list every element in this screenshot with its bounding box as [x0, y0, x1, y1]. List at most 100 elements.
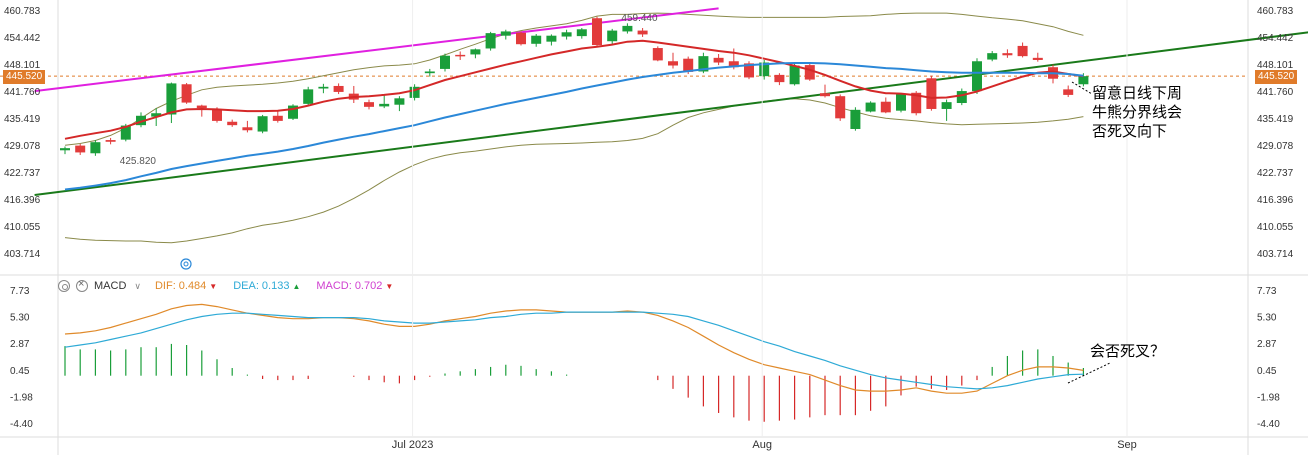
- candle-body: [1032, 57, 1043, 60]
- moving-averages: [64, 39, 1084, 191]
- dea-legend: DEA: 0.133 ▲: [233, 280, 300, 292]
- candle-body: [181, 84, 192, 103]
- candle-body: [455, 54, 466, 57]
- dif-label: DIF:: [154, 280, 176, 292]
- arrow-up-icon: ▲: [292, 281, 301, 291]
- price-tick-label-right: 429.078: [1257, 141, 1294, 152]
- low-marker-icon: [180, 258, 192, 270]
- candle-body: [1002, 53, 1013, 56]
- candle-body: [196, 105, 207, 109]
- candle-body: [926, 78, 937, 109]
- price-tick-label-left: 403.714: [4, 249, 41, 260]
- candle-body: [394, 98, 405, 105]
- candle-body: [212, 108, 222, 121]
- x-tick-label: Sep: [1117, 439, 1137, 451]
- macd-tick-label-left: 7.73: [10, 286, 30, 297]
- price-tick-label-right: 410.055: [1257, 222, 1294, 233]
- candle-body: [804, 65, 815, 80]
- macd-annotation: 会否死叉？: [1090, 342, 1165, 360]
- candle-body: [759, 62, 770, 77]
- candle-body: [880, 101, 891, 113]
- candle-body: [987, 53, 998, 60]
- price-tick-label-right: 416.396: [1257, 195, 1294, 206]
- x-tick-label: Aug: [752, 439, 772, 451]
- candle-body: [744, 63, 754, 78]
- price-tick-label-right: 422.737: [1257, 168, 1294, 179]
- candle-body: [303, 89, 314, 104]
- macd-lines: [64, 303, 1084, 394]
- macd-tick-label-right: 5.30: [1257, 313, 1277, 324]
- macd-axis: 7.73 7.73 5.30 5.30 2.87 2.87 0.45 0.45 -1.98 -1.…: [10, 286, 1280, 430]
- candle-body: [774, 74, 785, 83]
- bollinger-band-line: [64, 12, 1084, 146]
- price-tick-label-right: 403.714: [1257, 249, 1294, 260]
- candle-body: [409, 86, 420, 98]
- price-tick-label-left: 448.101: [4, 60, 41, 71]
- price-annotation-line: 留意日线下周: [1092, 84, 1182, 102]
- candle-body: [166, 83, 177, 115]
- candle-body: [136, 115, 146, 126]
- candle-body: [364, 102, 374, 107]
- price-annotation-line: 牛熊分界线会: [1092, 103, 1182, 121]
- dea-label: DEA:: [233, 280, 259, 292]
- candle-body: [728, 61, 739, 68]
- candle-body: [941, 102, 952, 109]
- arrow-down-icon: ▼: [385, 281, 394, 291]
- close-icon[interactable]: [76, 278, 88, 292]
- candle-body: [607, 30, 618, 42]
- price-tick-label-left: 416.396: [4, 195, 41, 206]
- trendlines: [34, 7, 1308, 197]
- candle-body: [1078, 76, 1089, 85]
- macd-tick-label-right: 7.73: [1257, 286, 1277, 297]
- price-tick-label-left: 454.442: [4, 33, 41, 44]
- candle-body: [622, 25, 633, 32]
- price-axis: 460.783 460.783 454.442 454.442 448.101 448.1…: [4, 6, 1294, 260]
- dea-line: [64, 311, 1084, 390]
- candle-body: [896, 94, 906, 111]
- price-tick-label-right: 460.783: [1257, 6, 1294, 17]
- current-price-box-left: 445.520: [3, 70, 46, 84]
- settings-icon[interactable]: [58, 280, 70, 292]
- bollinger-band-line: [64, 98, 1084, 244]
- macd-title: MACD: [94, 280, 127, 292]
- candle-body: [789, 65, 800, 85]
- macd-tick-label-right: 2.87: [1257, 339, 1277, 350]
- macd-legend: MACD ∨ DIF: 0.484 ▼ DEA: 0.133 ▲ MACD: 0…: [58, 278, 403, 294]
- dif-line: [64, 303, 1084, 394]
- price-tick-label-right: 435.419: [1257, 114, 1294, 125]
- moving-average-line: [64, 39, 1084, 140]
- candle-body: [865, 102, 876, 112]
- macd-tick-label-left: 0.45: [10, 366, 30, 377]
- candle-body: [972, 61, 982, 92]
- candle-body: [500, 31, 511, 36]
- candle-body: [288, 105, 298, 119]
- chevron-down-icon[interactable]: ∨: [134, 280, 141, 291]
- candle-body: [379, 103, 390, 107]
- macd-tick-label-left: -4.40: [10, 419, 33, 430]
- candle-body: [683, 58, 694, 72]
- candle-body: [576, 29, 587, 37]
- candle-body: [151, 113, 162, 117]
- low-marker-icon-inner: [183, 261, 189, 267]
- x-tick-label: Jul 2023: [392, 439, 434, 451]
- price-tick-label-left: 422.737: [4, 168, 41, 179]
- trendline: [34, 31, 1308, 197]
- candle-body: [1017, 45, 1028, 57]
- candle-body: [440, 55, 450, 69]
- candle-body: [516, 32, 526, 45]
- price-tick-label-right: 454.442: [1257, 33, 1294, 44]
- price-annotation-line: 否死叉向下: [1092, 122, 1167, 140]
- price-tick-label-left: 410.055: [4, 222, 41, 233]
- candle-body: [227, 121, 238, 126]
- candle-body: [911, 92, 922, 114]
- dif-legend: DIF: 0.484 ▼: [155, 280, 217, 292]
- candle-body: [652, 48, 663, 61]
- x-axis: Jul 2023 Aug Sep: [392, 0, 1137, 451]
- candle-body: [120, 125, 131, 140]
- macd-value: 0.702: [354, 280, 383, 292]
- dif-value: 0.484: [178, 280, 207, 292]
- macd-label: MACD:: [316, 280, 352, 292]
- high-price-label: 459.440: [621, 13, 658, 24]
